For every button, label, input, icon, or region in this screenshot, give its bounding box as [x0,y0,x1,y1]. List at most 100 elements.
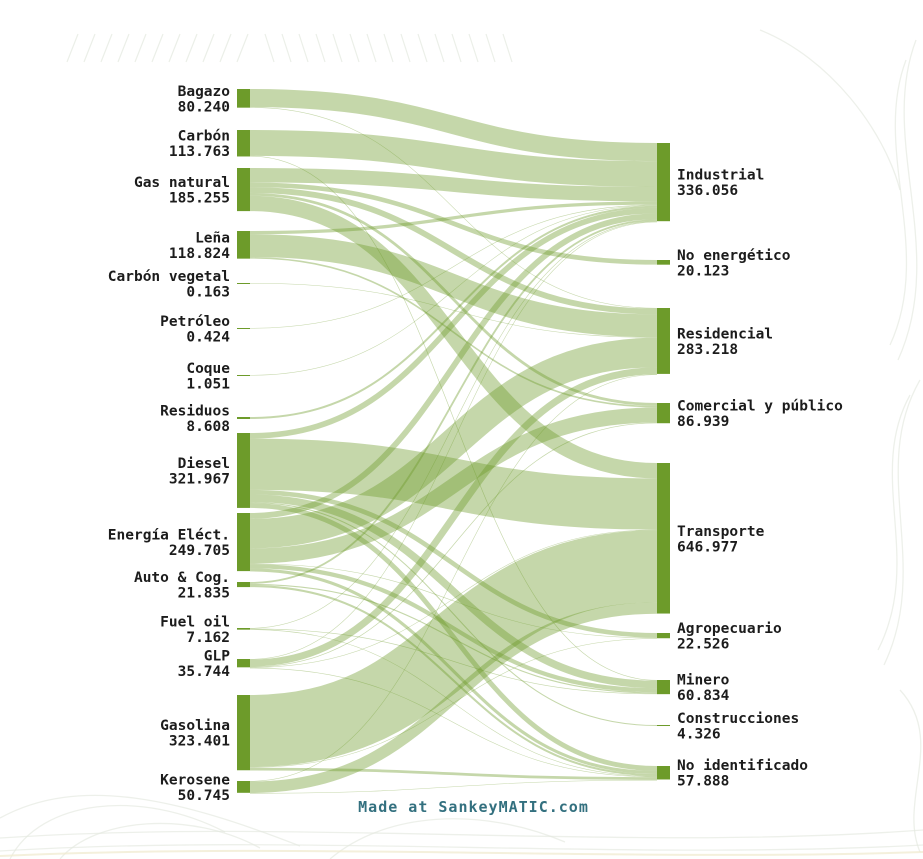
sankey-flows [249,89,658,794]
watermark-hatch [168,33,181,63]
node-kerosene[interactable] [237,781,250,793]
node-construcciones[interactable] [657,725,670,727]
watermark-contour [329,818,566,859]
flow-carbon-vegetal-to-residencial [249,282,658,338]
flow-energia-elect-to-minero [249,564,658,693]
watermark-hatch [66,33,79,63]
node-value-comercial-y-publico: 86.939 [677,414,729,430]
flow-residuos-to-industrial [249,205,658,419]
node-value-carbon-vegetal: 0.163 [186,285,230,301]
flow-gas-natural-to-transporte [249,195,658,479]
node-minero[interactable] [657,680,670,695]
flow-bagazo-to-residencial [249,107,658,309]
node-fuel-oil[interactable] [237,628,250,630]
node-value-gas-natural: 185.255 [169,191,230,207]
node-no-identificado[interactable] [657,766,670,780]
flow-petroleo-to-industrial [249,204,658,329]
node-lena[interactable] [237,231,250,259]
sankeymatic-credit: Made at SankeyMATIC.com [358,798,589,816]
flow-coque-to-industrial [249,205,658,376]
node-value-bagazo: 80.240 [178,99,230,115]
watermark-hatch [264,33,275,63]
node-gas-natural[interactable] [237,168,250,212]
node-bagazo[interactable] [237,89,250,108]
watermark-hatch [134,33,147,63]
node-label-agropecuario: Agropecuario [677,621,782,637]
watermark-hatch [451,33,462,63]
node-value-no-identificado: 57.888 [677,774,729,790]
node-value-residuos: 8.608 [186,419,230,435]
node-no-energetico[interactable] [657,260,670,265]
watermark-hatch [349,33,360,63]
watermark-hatch [383,33,394,63]
flow-lena-to-industrial [249,201,658,235]
node-residencial[interactable] [657,308,670,374]
watermark-contour [889,59,908,346]
node-transporte[interactable] [657,463,670,614]
node-industrial[interactable] [657,143,670,222]
flow-fuel-oil-to-no-identificado [249,629,658,777]
flow-kerosene-to-no-identificado [249,779,658,794]
node-label-lena: Leña [195,230,230,246]
node-petroleo[interactable] [237,328,250,329]
flow-diesel-to-construcciones [249,502,658,727]
flow-gasolina-to-transporte [249,530,658,768]
node-label-construcciones: Construcciones [677,711,799,727]
node-gasolina[interactable] [237,695,250,771]
node-label-bagazo: Bagazo [178,84,231,100]
flow-gas-natural-to-no-energetico [249,182,658,265]
node-glp[interactable] [237,659,250,668]
watermark-contour [0,829,923,839]
node-label-carbon-vegetal: Carbón vegetal [108,269,230,285]
flow-kerosene-to-transporte [249,602,658,794]
node-label-diesel: Diesel [178,456,230,472]
flow-gasolina-to-agropecuario [249,638,658,768]
flow-glp-to-residencial [249,367,658,667]
node-value-lena: 118.824 [169,246,230,262]
watermark-contour [897,39,918,361]
sankey-nodes [237,89,670,793]
flow-kerosene-to-residencial [249,374,658,782]
node-diesel[interactable] [237,433,250,508]
watermark-contour [759,29,901,191]
background-pattern [0,29,923,859]
flow-gas-natural-to-industrial [249,167,658,202]
node-carbon[interactable] [237,130,250,157]
flow-diesel-to-transporte [249,438,658,530]
node-label-fuel-oil: Fuel oil [160,614,230,630]
node-auto-cog[interactable] [237,582,250,588]
watermark-hatch [366,33,377,63]
node-value-glp: 35.744 [178,664,231,680]
node-value-fuel-oil: 7.162 [186,630,230,646]
flow-fuel-oil-to-industrial [249,221,658,629]
flow-gas-natural-to-comercial-y-publico [249,192,658,406]
node-label-auto-cog: Auto & Cog. [134,570,230,586]
flow-lena-to-residencial [249,234,658,338]
node-label-industrial: Industrial [677,168,764,184]
flow-glp-to-comercial-y-publico [249,422,658,668]
watermark-contour [59,822,261,859]
flow-carbon-to-minero [249,155,658,681]
watermark-hatch [117,33,130,63]
node-agropecuario[interactable] [657,633,670,639]
node-value-agropecuario: 22.526 [677,637,729,653]
node-value-gasolina: 323.401 [169,734,230,750]
node-label-carbon: Carbón [178,129,230,145]
node-coque[interactable] [237,375,250,376]
watermark-hatch [315,33,326,63]
node-value-auto-cog: 21.835 [178,586,230,602]
node-energia-elect[interactable] [237,513,250,572]
node-residuos[interactable] [237,417,250,419]
flow-bagazo-to-industrial [249,89,658,162]
watermark-hatch [502,33,513,63]
node-value-transporte: 646.977 [677,539,738,555]
node-label-transporte: Transporte [677,524,765,540]
node-comercial-y-publico[interactable] [657,403,670,424]
node-carbon-vegetal[interactable] [237,283,250,284]
watermark-hatch [281,33,292,63]
node-value-construcciones: 4.326 [677,727,721,743]
watermark-contour [877,394,911,651]
